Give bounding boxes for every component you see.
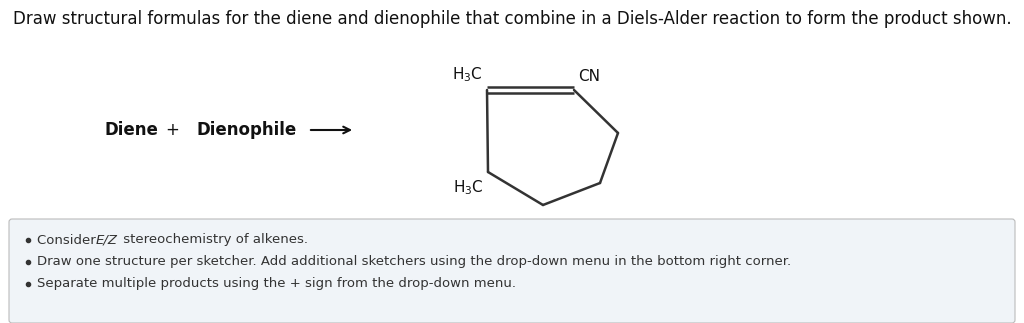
FancyBboxPatch shape: [9, 219, 1015, 323]
Text: Dienophile: Dienophile: [196, 121, 296, 139]
Text: $\mathregular{H_3C}$: $\mathregular{H_3C}$: [454, 178, 484, 197]
Text: Draw structural formulas for the diene and dienophile that combine in a Diels-Al: Draw structural formulas for the diene a…: [12, 10, 1012, 28]
Text: Separate multiple products using the + sign from the drop-down menu.: Separate multiple products using the + s…: [37, 277, 516, 290]
Text: E/Z: E/Z: [96, 234, 118, 246]
Text: $\mathregular{H_3C}$: $\mathregular{H_3C}$: [453, 65, 483, 84]
Text: +: +: [165, 121, 179, 139]
Text: Draw one structure per sketcher. Add additional sketchers using the drop-down me: Draw one structure per sketcher. Add add…: [37, 255, 792, 268]
Text: Diene: Diene: [105, 121, 159, 139]
Text: CN: CN: [578, 69, 600, 84]
Text: Consider: Consider: [37, 234, 100, 246]
Text: stereochemistry of alkenes.: stereochemistry of alkenes.: [119, 234, 308, 246]
